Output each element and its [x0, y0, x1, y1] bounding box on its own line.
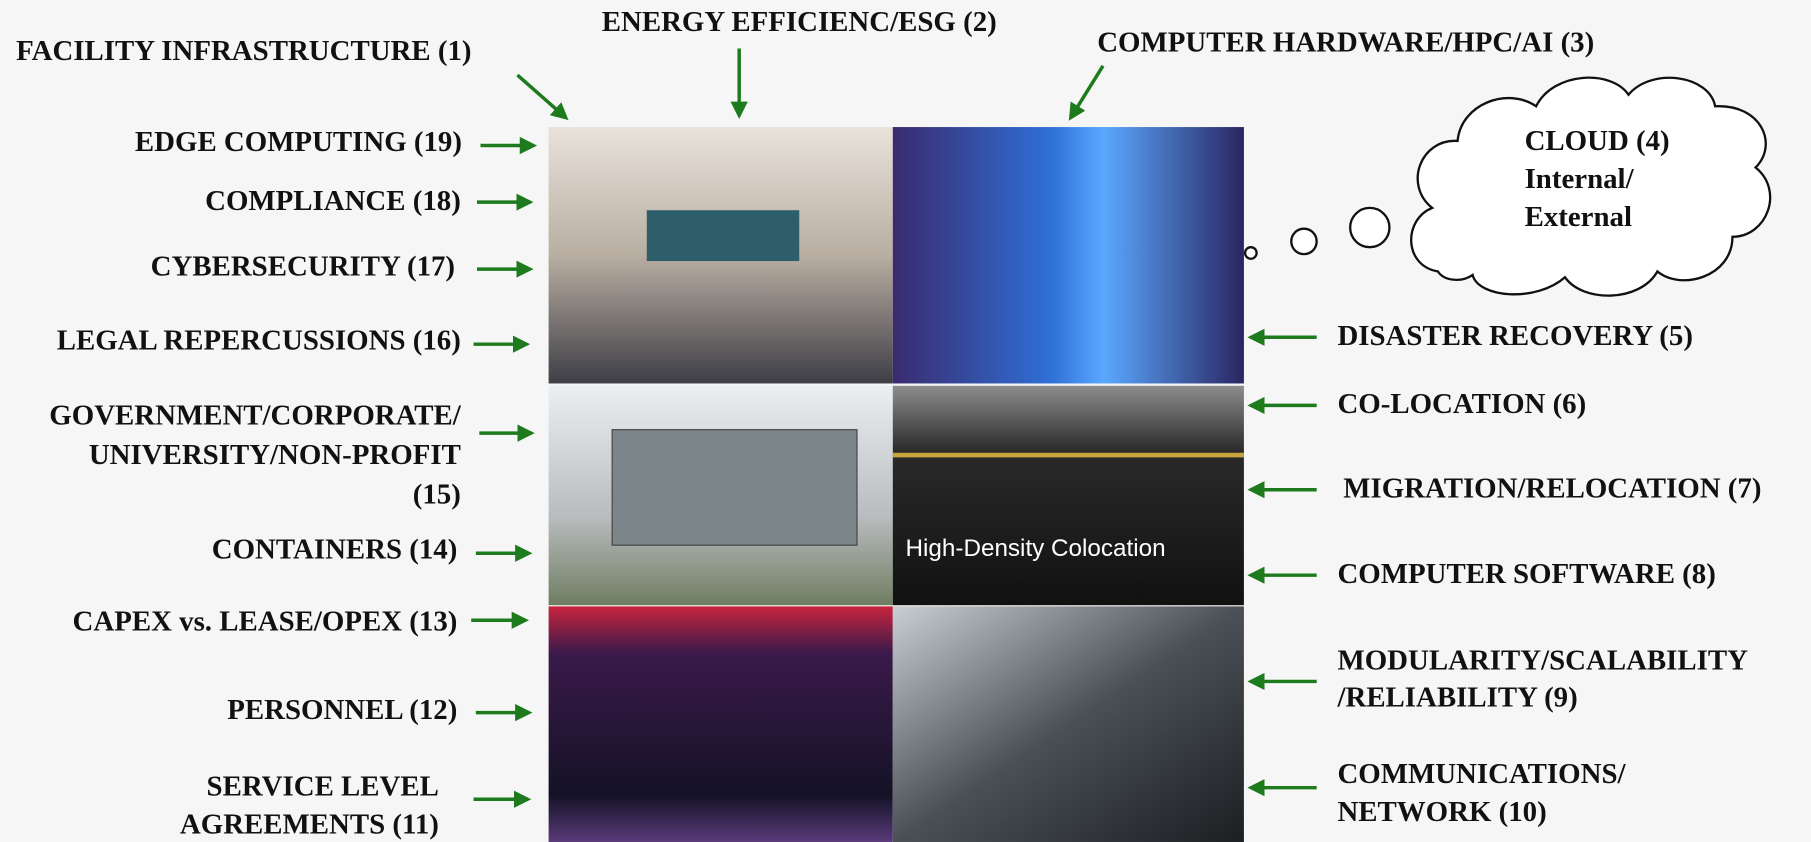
topic-label: AGREEMENTS (11) [180, 809, 439, 841]
topic-label: FACILITY INFRASTRUCTURE (1) [16, 35, 471, 67]
photo-network [893, 606, 1244, 842]
cloud-bubble [1245, 247, 1257, 259]
topic-label: PERSONNEL (12) [227, 694, 457, 726]
topic-label: /RELIABILITY (9) [1336, 682, 1577, 714]
topic-label: COMPUTER SOFTWARE (8) [1337, 558, 1715, 590]
topic-label: Internal/ [1525, 163, 1635, 195]
topic-label: NETWORK (10) [1337, 796, 1546, 828]
photo-colocation [893, 386, 1244, 605]
topic-label: CONTAINERS (14) [212, 534, 458, 566]
cloud [1245, 78, 1770, 296]
topic-label: LEGAL REPERCUSSIONS (16) [57, 325, 461, 357]
arrow [1071, 66, 1103, 118]
photo-server-room [549, 606, 893, 842]
cloud-bubble [1291, 229, 1316, 254]
topic-label: MODULARITY/SCALABILITY [1337, 645, 1748, 677]
topic-label: External [1525, 201, 1632, 233]
topic-label: COMPLIANCE (18) [205, 185, 461, 217]
topic-label: COMPUTER HARDWARE/HPC/AI (3) [1097, 27, 1594, 59]
photo-caption: High-Density Colocation [906, 535, 1166, 562]
topic-label: GOVERNMENT/CORPORATE/ [49, 400, 462, 432]
topic-label: CO-LOCATION (6) [1337, 388, 1586, 420]
topic-label: SERVICE LEVEL [207, 770, 439, 802]
topic-label: MIGRATION/RELOCATION (7) [1343, 473, 1761, 505]
topic-label: EDGE COMPUTING (19) [135, 126, 462, 158]
photo-detail [893, 453, 1244, 458]
photos: High-Density Colocation [549, 127, 1244, 842]
topic-label: (15) [413, 478, 461, 510]
photo-detail [612, 430, 857, 545]
photo-detail [647, 210, 799, 261]
cloud-bubble [1350, 208, 1389, 247]
topic-label: ENERGY EFFICIENC/ESG (2) [602, 6, 997, 38]
topic-label: CYBERSECURITY (17) [151, 251, 455, 283]
topic-label: CLOUD (4) [1525, 125, 1670, 157]
photo-server-aisle [893, 127, 1244, 383]
topic-label: UNIVERSITY/NON-PROFIT [89, 439, 461, 471]
topic-label: DISASTER RECOVERY (5) [1337, 320, 1693, 352]
topic-label: COMMUNICATIONS/ [1337, 758, 1626, 790]
slide: High-Density Colocation FACILITY INFRAST… [0, 0, 1811, 842]
arrow [517, 75, 566, 118]
topic-label: CAPEX vs. LEASE/OPEX (13) [73, 605, 458, 637]
